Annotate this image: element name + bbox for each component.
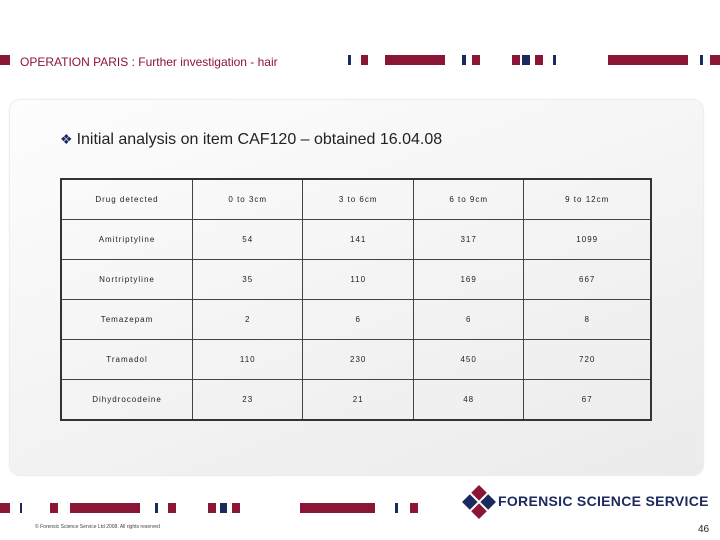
table-row: Dihydrocodeine 23 21 48 67 <box>60 379 652 421</box>
table-cell: Amitriptyline <box>60 219 193 260</box>
table-cell: 54 <box>191 219 304 260</box>
table-cell: 450 <box>412 339 525 380</box>
table-cell: 3 to 6cm <box>302 178 414 220</box>
table-row: Tramadol 110 230 450 720 <box>60 339 652 380</box>
table-cell: Temazepam <box>60 299 193 340</box>
table-cell: Nortriptyline <box>60 259 193 300</box>
page-number: 46 <box>698 524 710 535</box>
top-bars <box>0 55 720 65</box>
table-cell: 0 to 3cm <box>191 178 304 220</box>
table-cell: 6 to 9cm <box>412 178 525 220</box>
table-cell: 667 <box>523 259 652 300</box>
heading: ❖ Initial analysis on item CAF120 – obtai… <box>60 131 443 148</box>
table-cell: 9 to 12cm <box>523 178 652 220</box>
table-cell: 67 <box>523 379 652 421</box>
table-row: Nortriptyline 35 110 169 667 <box>60 259 652 300</box>
table-cell: 230 <box>302 339 414 380</box>
table-cell: 48 <box>412 379 525 421</box>
results-table: Drug detected 0 to 3cm 3 to 6cm 6 to 9cm 9 t… <box>60 178 652 421</box>
table-cell: 169 <box>412 259 525 300</box>
table-cell: 35 <box>191 259 304 300</box>
table-cell: 141 <box>302 219 414 260</box>
copyright: © Forensic Science Service Ltd 2008. All… <box>35 524 160 530</box>
table-cell: Tramadol <box>60 339 193 380</box>
table-cell: 110 <box>302 259 414 300</box>
table-cell: 23 <box>191 379 304 421</box>
table-cell: 8 <box>523 299 652 340</box>
heading-text: Initial analysis on item CAF120 – obtain… <box>76 131 443 148</box>
table-cell: 720 <box>523 339 652 380</box>
header-row: Drug detected 0 to 3cm 3 to 6cm 6 to 9cm 9 t… <box>60 178 652 220</box>
logo-mark <box>462 485 496 519</box>
header-title: OPERATION PARIS : Further investigation … <box>20 55 278 69</box>
table-cell: 6 <box>412 299 525 340</box>
table-cell: 317 <box>412 219 525 260</box>
bottom-bars <box>0 503 418 513</box>
table-cell: 6 <box>302 299 414 340</box>
table-cell: 2 <box>191 299 304 340</box>
table-cell: 21 <box>302 379 414 421</box>
table-row: Temazepam 2 6 6 8 <box>60 299 652 340</box>
table-cell: Dihydrocodeine <box>60 379 193 421</box>
table-cell: 1099 <box>523 219 652 260</box>
logo-text: FORENSIC SCIENCE SERVICE <box>498 493 709 509</box>
table-cell: Drug detected <box>60 178 193 220</box>
table-cell: 110 <box>191 339 304 380</box>
table-row: Amitriptyline 54 141 317 1099 <box>60 219 652 260</box>
